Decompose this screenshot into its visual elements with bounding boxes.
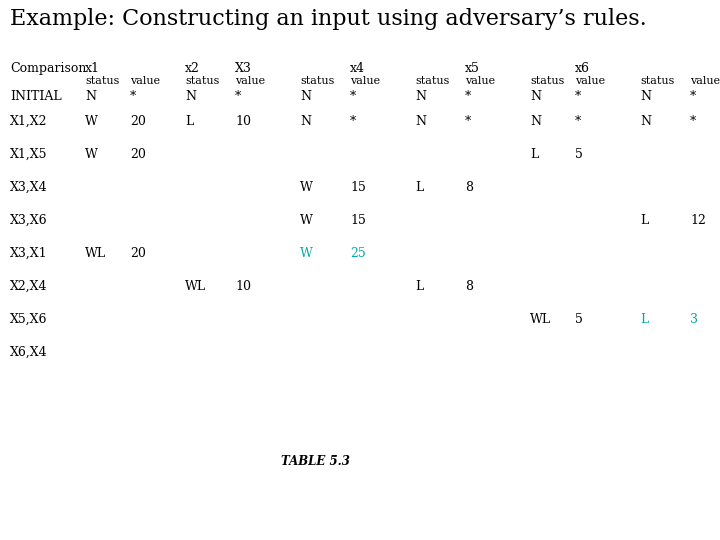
Text: status: status: [300, 76, 334, 86]
Text: 10: 10: [235, 280, 251, 293]
Text: *: *: [575, 90, 581, 103]
Text: 20: 20: [130, 115, 146, 128]
Text: W: W: [85, 115, 98, 128]
Text: value: value: [465, 76, 495, 86]
Text: value: value: [575, 76, 605, 86]
Text: value: value: [235, 76, 265, 86]
Text: L: L: [640, 214, 648, 227]
Text: X3,X6: X3,X6: [10, 214, 48, 227]
Text: N: N: [640, 90, 651, 103]
Text: x4: x4: [350, 62, 365, 75]
Text: *: *: [350, 115, 356, 128]
Text: Example: Constructing an input using adversary’s rules.: Example: Constructing an input using adv…: [10, 8, 647, 30]
Text: 10: 10: [235, 115, 251, 128]
Text: X3: X3: [235, 62, 252, 75]
Text: *: *: [575, 115, 581, 128]
Text: WL: WL: [530, 313, 551, 326]
Text: 8: 8: [465, 280, 473, 293]
Text: TABLE 5.3: TABLE 5.3: [281, 455, 349, 468]
Text: 20: 20: [130, 148, 146, 161]
Text: X1,X5: X1,X5: [10, 148, 48, 161]
Text: *: *: [690, 90, 696, 103]
Text: N: N: [300, 90, 311, 103]
Text: 15: 15: [350, 214, 366, 227]
Text: N: N: [85, 90, 96, 103]
Text: X6,X4: X6,X4: [10, 346, 48, 359]
Text: N: N: [300, 115, 311, 128]
Text: N: N: [185, 90, 196, 103]
Text: N: N: [530, 115, 541, 128]
Text: X3,X4: X3,X4: [10, 181, 48, 194]
Text: status: status: [640, 76, 675, 86]
Text: 5: 5: [575, 313, 583, 326]
Text: x5: x5: [465, 62, 480, 75]
Text: L: L: [415, 181, 423, 194]
Text: 20: 20: [130, 247, 146, 260]
Text: *: *: [130, 90, 136, 103]
Text: L: L: [185, 115, 193, 128]
Text: WL: WL: [185, 280, 206, 293]
Text: N: N: [640, 115, 651, 128]
Text: status: status: [185, 76, 220, 86]
Text: status: status: [530, 76, 564, 86]
Text: Comparison: Comparison: [10, 62, 86, 75]
Text: 12: 12: [690, 214, 706, 227]
Text: *: *: [690, 115, 696, 128]
Text: X3,X1: X3,X1: [10, 247, 48, 260]
Text: *: *: [235, 90, 241, 103]
Text: value: value: [690, 76, 720, 86]
Text: W: W: [300, 247, 313, 260]
Text: 3: 3: [690, 313, 698, 326]
Text: X2,X4: X2,X4: [10, 280, 48, 293]
Text: INITIAL: INITIAL: [10, 90, 62, 103]
Text: L: L: [530, 148, 539, 161]
Text: L: L: [415, 280, 423, 293]
Text: L: L: [640, 313, 648, 326]
Text: x6: x6: [575, 62, 590, 75]
Text: W: W: [300, 181, 313, 194]
Text: x2: x2: [185, 62, 200, 75]
Text: 25: 25: [350, 247, 366, 260]
Text: W: W: [300, 214, 313, 227]
Text: X5,X6: X5,X6: [10, 313, 48, 326]
Text: x1: x1: [85, 62, 100, 75]
Text: N: N: [415, 90, 426, 103]
Text: N: N: [415, 115, 426, 128]
Text: N: N: [530, 90, 541, 103]
Text: WL: WL: [85, 247, 106, 260]
Text: X1,X2: X1,X2: [10, 115, 48, 128]
Text: 15: 15: [350, 181, 366, 194]
Text: *: *: [350, 90, 356, 103]
Text: W: W: [85, 148, 98, 161]
Text: status: status: [415, 76, 449, 86]
Text: 5: 5: [575, 148, 583, 161]
Text: *: *: [465, 115, 472, 128]
Text: 8: 8: [465, 181, 473, 194]
Text: value: value: [350, 76, 380, 86]
Text: status: status: [85, 76, 120, 86]
Text: *: *: [465, 90, 472, 103]
Text: value: value: [130, 76, 160, 86]
